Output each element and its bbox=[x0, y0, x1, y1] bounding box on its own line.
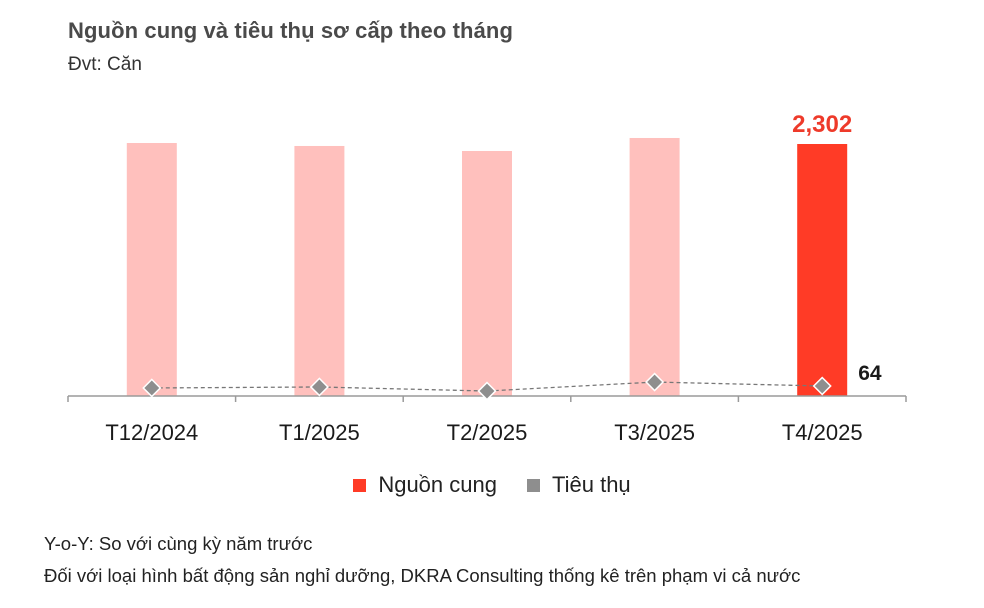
legend: Nguồn cung Tiêu thụ bbox=[0, 472, 984, 498]
chart-title: Nguồn cung và tiêu thụ sơ cấp theo tháng bbox=[68, 18, 513, 43]
svg-text:T4/2025: T4/2025 bbox=[782, 420, 863, 445]
supply-bar bbox=[462, 151, 512, 396]
supply-bar bbox=[629, 137, 680, 397]
supply-bar bbox=[126, 143, 177, 396]
legend-item-supply[interactable]: Nguồn cung bbox=[353, 472, 497, 498]
supply-bar bbox=[294, 145, 345, 396]
svg-text:2,302: 2,302 bbox=[792, 111, 852, 138]
consumption-marker-icon bbox=[309, 377, 329, 397]
unit-label: Đvt: Căn bbox=[68, 54, 142, 75]
consumption-swatch-icon bbox=[526, 478, 540, 492]
consumption-marker-icon bbox=[477, 381, 497, 401]
svg-text:T2/2025: T2/2025 bbox=[447, 420, 528, 445]
legend-label-supply: Nguồn cung bbox=[378, 472, 497, 497]
note-yoy: Y-o-Y: So với cùng kỳ năm trước bbox=[44, 533, 313, 554]
supply-swatch-icon bbox=[353, 478, 367, 492]
svg-text:T1/2025: T1/2025 bbox=[279, 420, 360, 445]
consumption-marker-icon bbox=[645, 372, 665, 392]
svg-text:T3/2025: T3/2025 bbox=[614, 420, 695, 445]
svg-text:64: 64 bbox=[858, 362, 882, 385]
note-scope: Đối với loại hình bất động sản nghỉ dưỡn… bbox=[44, 565, 801, 586]
supply-bar bbox=[797, 144, 848, 396]
legend-item-consumption[interactable]: Tiêu thụ bbox=[526, 472, 631, 498]
svg-text:T12/2024: T12/2024 bbox=[105, 420, 198, 445]
consumption-marker-icon bbox=[142, 378, 162, 398]
legend-label-consumption: Tiêu thụ bbox=[551, 472, 631, 497]
consumption-marker-icon bbox=[812, 376, 832, 396]
chart-plot: T12/2024 T1/2025 T2/2025 T3/2025 T4/2025 2,30… bbox=[67, 111, 907, 445]
